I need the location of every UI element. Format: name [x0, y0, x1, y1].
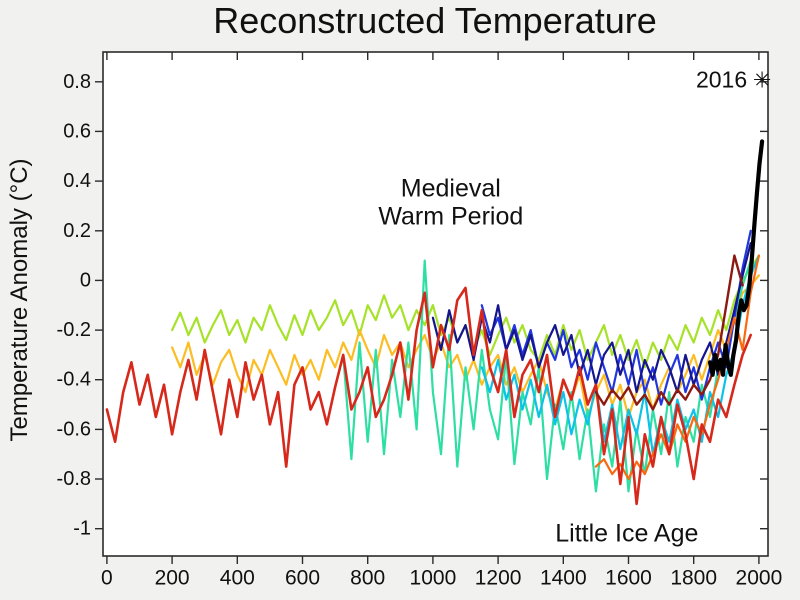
series-layer	[105, 139, 765, 506]
x-tick-label: 1800	[670, 566, 717, 589]
y-tick-label: -0.2	[57, 319, 91, 341]
y-tick-label: -0.8	[57, 468, 91, 490]
y-tick-label: -1	[73, 518, 91, 540]
x-tick-label: 1200	[475, 566, 522, 589]
y-tick-label: 0.6	[63, 120, 91, 142]
y-axis-label: Temperature Anomaly (°C)	[6, 158, 33, 441]
x-tick-label: 600	[285, 566, 320, 589]
ticks-layer: 0 200 400 600 800 1000 1200 1400 1600 1800 2000 0.8…	[57, 52, 783, 589]
x-tick-label: 400	[220, 566, 255, 589]
y-tick-label: 0.8	[63, 71, 91, 93]
asterisk-2016-icon: ✳	[753, 67, 771, 92]
series-line-reconstruction-darkred	[594, 254, 744, 411]
y-tick-label: 0	[80, 269, 91, 291]
annotation-medieval-warm-period-line2: Warm Period	[378, 203, 523, 231]
x-tick-label: 200	[155, 566, 190, 589]
x-tick-label: 2000	[736, 566, 783, 589]
y-tick-label: -0.4	[57, 369, 91, 391]
x-tick-label: 1400	[540, 566, 587, 589]
x-tick-label: 800	[350, 566, 385, 589]
chart-title: Reconstructed Temperature	[213, 0, 657, 41]
x-tick-label: 0	[101, 566, 113, 589]
annotation-medieval-warm-period-line1: Medieval	[401, 175, 501, 203]
plot-border	[102, 51, 769, 557]
x-tick-label: 1600	[605, 566, 652, 589]
series-line-instrumental-record-black	[707, 139, 765, 377]
annotation-2016-label: 2016	[696, 66, 747, 92]
annotation-little-ice-age: Little Ice Age	[555, 520, 698, 548]
y-tick-label: 0.4	[63, 170, 91, 192]
series-line-reconstruction-blue	[480, 229, 752, 406]
plot-area	[103, 52, 768, 556]
x-tick-label: 1000	[410, 566, 457, 589]
y-tick-label: 0.2	[63, 220, 91, 242]
y-tick-label: -0.6	[57, 418, 91, 440]
series-line-reconstruction-red	[105, 286, 753, 506]
series-line-reconstruction-cyan	[480, 254, 761, 456]
